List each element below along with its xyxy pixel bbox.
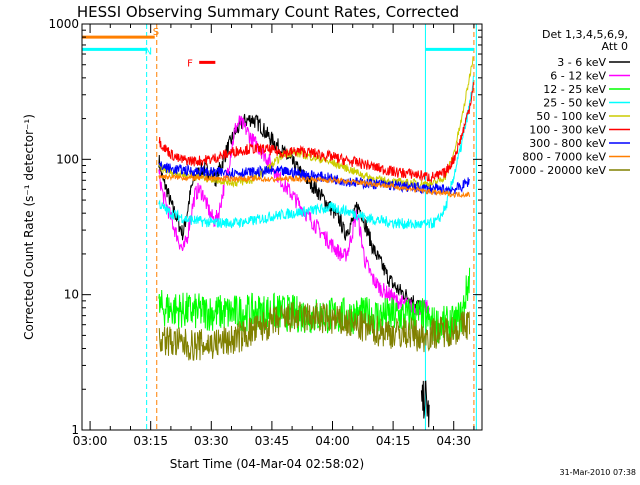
legend-header-line-1: Det 1,3,4,5,6,9, <box>542 28 628 41</box>
legend-header-line-2: Att 0 <box>602 40 628 53</box>
series-line-9 <box>158 301 471 361</box>
y-tick-label-2: 100 <box>56 152 79 166</box>
y-axis-label: Corrected Count Rate (s⁻¹ detector⁻¹) <box>22 114 36 340</box>
chart-title: HESSI Observing Summary Count Rates, Cor… <box>77 3 459 21</box>
series-line-1 <box>420 380 430 428</box>
legend-label-1: 6 - 12 keV <box>550 70 606 83</box>
series-line-5 <box>158 55 474 189</box>
x-tick-label-3: 03:45 <box>255 434 290 448</box>
y-tick-label-3: 1000 <box>48 17 79 31</box>
legend-label-3: 25 - 50 keV <box>543 97 606 110</box>
legend-label-0: 3 - 6 keV <box>557 56 606 69</box>
series-line-8 <box>158 174 471 199</box>
flag-label-0: S <box>153 27 159 38</box>
axis-ticks: 1 10 100 1000 03:00 03:15 03:30 03:45 04:00 04:15… <box>48 17 482 448</box>
x-tick-label-1: 03:15 <box>133 434 168 448</box>
series-line-7 <box>158 161 471 195</box>
x-tick-label-0: 03:00 <box>73 434 108 448</box>
legend-label-6: 300 - 800 keV <box>529 137 606 150</box>
legend-label-5: 100 - 300 keV <box>529 124 606 137</box>
flag-label-2: F <box>187 58 193 69</box>
x-tick-label-2: 03:30 <box>194 434 229 448</box>
plot-frame <box>81 23 483 431</box>
series-line-4 <box>158 75 474 230</box>
legend-label-8: 7000 - 20000 keV <box>508 164 606 177</box>
x-tick-label-6: 04:30 <box>436 434 471 448</box>
x-tick-label-4: 04:00 <box>315 434 350 448</box>
series-line-6 <box>158 82 474 184</box>
legend-label-2: 12 - 25 keV <box>543 83 606 96</box>
flag-label-1: N <box>145 46 152 57</box>
legend-label-4: 50 - 100 keV <box>536 110 606 123</box>
series-line-2 <box>158 115 430 317</box>
y-tick-label-0: 1 <box>71 423 79 437</box>
x-axis-label: Start Time (04-Mar-04 02:58:02) <box>170 457 364 471</box>
x-tick-label-5: 04:15 <box>376 434 411 448</box>
y-tick-label-1: 10 <box>64 288 79 302</box>
plot-area: SN F <box>82 24 477 430</box>
legend-label-7: 800 - 7000 keV <box>522 151 606 164</box>
plot-timestamp: 31-Mar-2010 07:38 <box>560 468 637 477</box>
